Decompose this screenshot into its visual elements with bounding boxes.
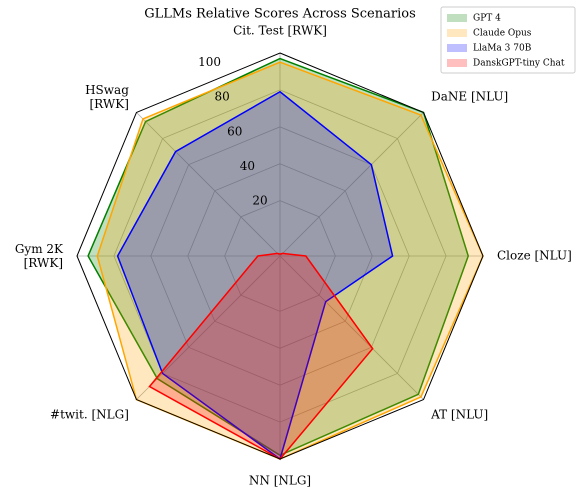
legend-label: Claude Opus — [473, 29, 532, 39]
spoke — [279, 255, 424, 400]
chart-title: GLLMs Relative Scores Across Scenarios — [144, 7, 416, 22]
category-label: Cit. Test [RWK] — [233, 24, 327, 38]
spoke — [136, 255, 281, 400]
category-label: NN [NLG] — [249, 474, 311, 488]
legend-swatch — [447, 59, 467, 67]
legend-label: LlaMa 3 70B — [473, 44, 532, 54]
legend-swatch — [447, 44, 467, 52]
r-tick-label: 60 — [227, 124, 242, 138]
r-tick-label: 40 — [240, 159, 255, 173]
r-tick-label: 100 — [198, 55, 221, 69]
category-label: HSwag [RWK] — [85, 82, 129, 110]
category-label: Cloze [NLU] — [497, 249, 572, 263]
spoke — [136, 112, 281, 257]
spoke — [279, 112, 424, 257]
legend-swatch — [447, 29, 467, 37]
category-label: DaNE [NLU] — [431, 89, 508, 103]
legend-label: GPT 4 — [473, 14, 501, 24]
legend-label: DanskGPT-tiny Chat — [473, 59, 565, 69]
legend-swatch — [447, 14, 467, 22]
category-label: #twit. [NLG] — [50, 408, 129, 422]
frame — [76, 52, 484, 460]
r-tick-label: 80 — [215, 90, 230, 104]
category-label: Gym 2K [RWK] — [15, 242, 64, 270]
legend: GPT 4 Claude Opus LlaMa 3 70B DanskGPT-tiny… — [440, 6, 576, 74]
r-tick-label: 20 — [252, 194, 267, 208]
category-label: AT [NLU] — [430, 408, 488, 422]
legend-box — [440, 6, 576, 74]
